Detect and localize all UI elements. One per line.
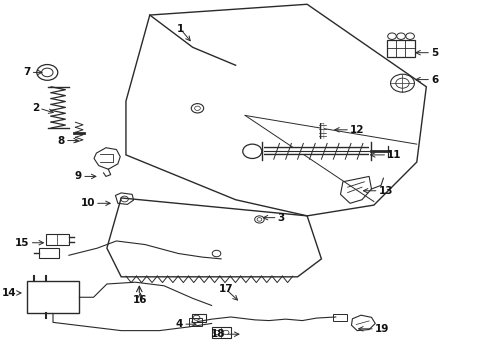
Text: 1: 1 [177, 24, 184, 35]
Text: 19: 19 [374, 324, 388, 334]
Text: 2: 2 [32, 103, 39, 113]
Bar [333, 315, 346, 321]
Text: 7: 7 [23, 67, 31, 77]
Text: 18: 18 [210, 329, 224, 339]
Text: 6: 6 [430, 75, 437, 85]
Text: 4: 4 [175, 319, 183, 329]
Text: 3: 3 [277, 213, 284, 222]
Text: 15: 15 [15, 238, 30, 248]
Text: 10: 10 [81, 198, 95, 208]
Text: 13: 13 [378, 186, 392, 196]
Text: 14: 14 [1, 288, 16, 298]
Bar [27, 281, 79, 314]
Text: 8: 8 [58, 136, 65, 145]
Text: 12: 12 [349, 125, 364, 135]
Text: 17: 17 [218, 284, 233, 294]
Text: 5: 5 [430, 48, 437, 58]
Text: 11: 11 [386, 150, 401, 160]
Text: 9: 9 [75, 171, 82, 181]
Text: 16: 16 [133, 295, 147, 305]
